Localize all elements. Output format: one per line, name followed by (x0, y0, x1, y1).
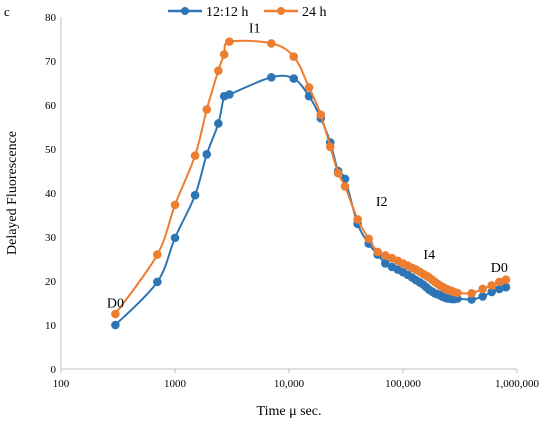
x-axis-title: Time μ sec. (257, 404, 322, 419)
data-point (225, 90, 234, 99)
data-point (495, 284, 504, 294)
x-tick-label: 1000 (164, 378, 187, 390)
legend-label-12-12h: 12:12 h (206, 5, 248, 20)
legend-marker-24h (277, 7, 285, 15)
data-point (453, 288, 462, 298)
legend-entry-12-12h: 12:12 h (168, 5, 248, 20)
data-point (190, 151, 200, 160)
y-tick-label: 40 (45, 188, 57, 200)
data-point (304, 83, 314, 92)
data-point (467, 289, 476, 298)
data-point (478, 284, 487, 294)
data-point (381, 259, 390, 268)
series-layer (111, 37, 511, 330)
y-tick-label: 30 (45, 232, 57, 244)
data-point (202, 149, 212, 159)
data-point (478, 292, 487, 301)
data-point (214, 119, 223, 128)
data-point (501, 282, 511, 292)
data-point (219, 50, 229, 59)
y-tick-label: 20 (45, 276, 57, 288)
data-point (340, 182, 350, 191)
data-point (487, 287, 497, 297)
data-point (316, 110, 326, 119)
y-tick-label: 50 (45, 144, 57, 156)
data-point (501, 275, 511, 284)
legend-entry-24h: 24 h (264, 5, 327, 20)
x-tick-label: 100 (53, 378, 70, 390)
data-point (353, 215, 362, 224)
legend-marker-12-12h (181, 7, 189, 15)
data-point (487, 281, 497, 290)
y-tick-labels: 0 10 20 30 40 50 60 70 80 (45, 12, 57, 376)
y-axis-title: Delayed Fluorescence (5, 131, 20, 255)
data-point (190, 190, 200, 200)
annotation-label: D0 (107, 296, 124, 311)
series-24h (111, 37, 511, 319)
y-tick-label: 80 (45, 12, 57, 24)
data-point (373, 247, 383, 257)
series-line (114, 39, 507, 315)
annotation-label: D0 (491, 261, 508, 276)
y-tick-label: 10 (45, 320, 57, 332)
data-point (225, 37, 234, 46)
y-tick-label: 70 (45, 56, 57, 68)
data-point (202, 105, 212, 114)
panel-label: c (4, 4, 10, 19)
axes (60, 17, 517, 370)
annotation-label: I2 (376, 195, 388, 210)
data-point (381, 251, 390, 260)
legend: 12:12 h 24 h (168, 5, 327, 20)
legend-label-24h: 24 h (302, 5, 327, 20)
data-point (325, 142, 335, 152)
data-point (333, 168, 343, 178)
data-point (153, 250, 162, 259)
x-tick-label: 100,000 (385, 378, 421, 390)
data-point (170, 233, 180, 243)
data-point (467, 295, 476, 304)
y-tick-label: 60 (45, 100, 57, 112)
data-point (267, 39, 276, 48)
x-tick-label: 1,000,000 (495, 378, 540, 390)
data-point (289, 52, 299, 61)
annotation-label: I1 (249, 21, 261, 36)
data-point (214, 66, 223, 75)
data-point (495, 277, 504, 287)
data-point (153, 277, 162, 287)
data-point (364, 234, 373, 244)
data-point (170, 200, 180, 210)
annotation-label: I4 (423, 248, 435, 263)
x-tick-label: 10,000 (274, 378, 305, 390)
data-point (111, 309, 120, 319)
data-point (111, 320, 120, 330)
data-point (289, 74, 299, 83)
y-tick-label: 0 (51, 364, 57, 376)
x-tick-labels: 100 1000 10,000 100,000 1,000,000 (53, 369, 540, 390)
data-point (267, 72, 276, 82)
annotations: D0 I1 I2 I4 D0 (107, 21, 508, 311)
